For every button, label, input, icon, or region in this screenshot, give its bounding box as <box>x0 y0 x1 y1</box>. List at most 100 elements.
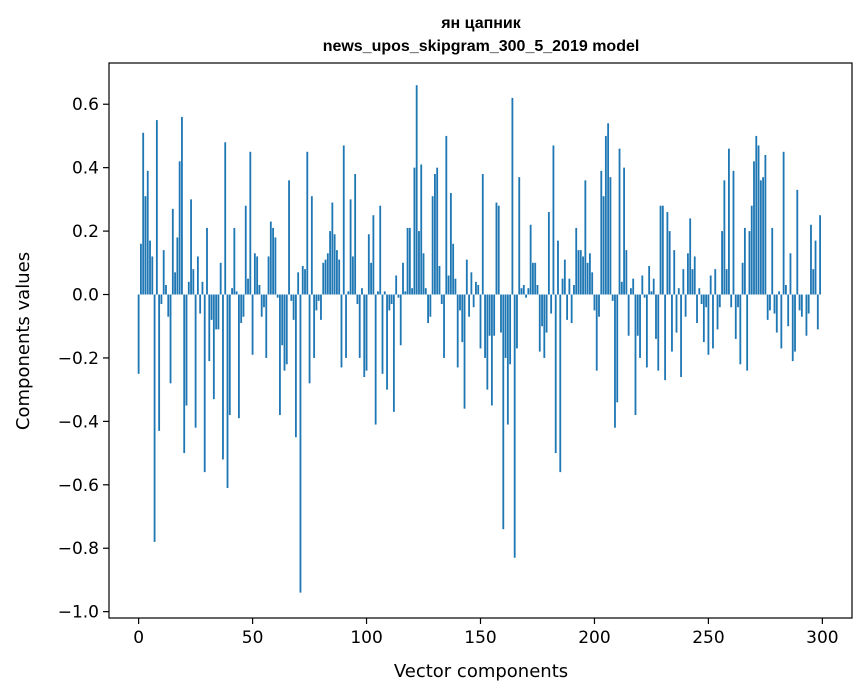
bar <box>267 256 270 295</box>
bar <box>397 294 400 298</box>
bar <box>666 212 669 295</box>
bar <box>313 294 316 358</box>
bar <box>429 294 432 317</box>
bar <box>630 288 632 295</box>
bar <box>661 205 664 295</box>
bar <box>716 294 719 330</box>
bar <box>757 145 760 295</box>
bar <box>782 151 785 295</box>
bar <box>370 262 373 295</box>
bar <box>516 294 518 349</box>
bar <box>422 253 425 295</box>
bar <box>178 161 181 295</box>
bar <box>222 294 224 460</box>
y-tick-label: −0.4 <box>58 412 99 432</box>
bar <box>484 294 486 358</box>
bar <box>611 294 614 301</box>
bar <box>634 294 637 416</box>
bar <box>504 294 507 358</box>
bar <box>306 151 309 295</box>
bar <box>176 237 179 295</box>
bar <box>588 253 591 295</box>
y-tick-label: 0.2 <box>72 222 99 242</box>
bar <box>805 294 808 336</box>
bar <box>183 294 186 454</box>
bar <box>212 294 215 400</box>
bar <box>452 243 455 295</box>
bar <box>308 294 311 384</box>
bar <box>618 148 621 295</box>
bar <box>541 294 543 327</box>
bar <box>395 275 398 295</box>
bar <box>561 278 564 295</box>
bar <box>171 208 174 295</box>
bar <box>276 294 279 298</box>
bar <box>226 294 229 488</box>
bar <box>142 132 145 295</box>
bar <box>140 243 142 295</box>
bar <box>365 294 368 371</box>
bar <box>292 294 295 320</box>
bar <box>342 145 345 295</box>
bar <box>547 212 550 295</box>
y-tick-label: −0.6 <box>58 476 99 496</box>
y-tick-label: −0.2 <box>58 349 99 369</box>
bar <box>174 272 176 295</box>
bar <box>819 215 821 295</box>
bar <box>481 174 484 295</box>
bar <box>650 291 653 295</box>
bar <box>602 196 605 295</box>
bar <box>734 294 737 339</box>
bar <box>577 250 580 295</box>
bar <box>377 291 379 295</box>
bar <box>753 161 755 295</box>
bar <box>730 294 733 308</box>
bar <box>155 120 158 295</box>
bar <box>684 294 687 317</box>
bar <box>575 227 578 295</box>
x-tick-label: 0 <box>133 628 144 648</box>
bar <box>290 294 293 301</box>
bar <box>743 227 746 295</box>
bar <box>427 294 429 324</box>
bar <box>363 294 366 377</box>
bar <box>518 177 521 295</box>
bar <box>354 174 357 295</box>
bar <box>169 294 172 384</box>
bar <box>418 231 420 295</box>
bar <box>415 85 418 295</box>
bar <box>513 294 516 558</box>
bar <box>285 294 288 365</box>
bar <box>623 167 625 295</box>
x-tick-label: 50 <box>242 628 264 648</box>
bar <box>648 265 651 295</box>
bar <box>814 240 817 295</box>
bar <box>399 294 402 346</box>
bar <box>381 294 384 374</box>
x-tick-label: 250 <box>692 628 724 648</box>
x-tick-label: 150 <box>464 628 496 648</box>
bar <box>233 227 236 295</box>
bar <box>598 294 600 317</box>
bar <box>158 294 161 431</box>
bar <box>796 189 799 295</box>
bar <box>217 294 220 330</box>
bar <box>279 294 281 416</box>
bar <box>570 294 573 324</box>
bar <box>502 294 505 530</box>
bar <box>529 224 532 295</box>
chart-title-line-1: ян цапник <box>440 15 522 32</box>
bar <box>689 218 692 295</box>
bar <box>784 285 787 295</box>
bar <box>816 294 819 330</box>
bar <box>520 288 523 295</box>
bar <box>203 294 206 473</box>
bar <box>162 250 165 295</box>
bar <box>208 294 211 362</box>
bar <box>593 294 596 311</box>
bar <box>791 294 794 362</box>
bar <box>167 294 170 317</box>
bar <box>424 288 427 295</box>
bar <box>347 291 350 295</box>
